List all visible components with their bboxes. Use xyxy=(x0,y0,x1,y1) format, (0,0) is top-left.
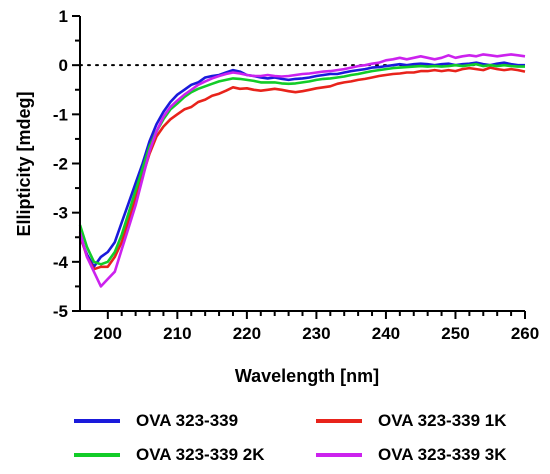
legend: OVA 323-339 OVA 323-339 1K OVA 323-339 2… xyxy=(0,398,550,474)
axes-layer: 1 0 -1 -2 -3 -4 -5 200 210 220 230 240 250 260 xyxy=(53,7,539,343)
y-tick-label: -3 xyxy=(53,204,68,223)
series-line-1 xyxy=(78,66,526,271)
legend-item-ova: OVA 323-339 xyxy=(74,409,238,433)
y-tick-label: -4 xyxy=(53,253,69,272)
legend-swatch-ova xyxy=(74,419,120,423)
legend-label-ova-2k: OVA 323-339 2K xyxy=(136,445,265,464)
y-tick-label: 0 xyxy=(59,56,68,75)
series-line-0 xyxy=(78,61,525,269)
legend-label-ova: OVA 323-339 xyxy=(136,411,239,430)
x-tick-label: 240 xyxy=(372,324,400,343)
y-tick-label: -1 xyxy=(53,105,68,124)
legend-item-ova-1k: OVA 323-339 1K xyxy=(316,409,507,433)
legend-item-ova-3k: OVA 323-339 3K xyxy=(316,443,507,467)
y-tick-label: -2 xyxy=(53,155,68,174)
x-axis-title: Wavelength [nm] xyxy=(235,366,379,386)
y-tick-label: -5 xyxy=(53,302,68,321)
legend-swatch-ova-2k xyxy=(74,453,120,457)
x-tick-label: 260 xyxy=(511,324,539,343)
y-tick-label: 1 xyxy=(59,7,68,26)
x-tick-label: 220 xyxy=(233,324,261,343)
legend-label-ova-3k: OVA 323-339 3K xyxy=(378,445,507,464)
y-axis-title: Ellipticity [mdeg] xyxy=(14,91,34,236)
legend-label-ova-1k: OVA 323-339 1K xyxy=(378,411,507,430)
x-tick-label: 200 xyxy=(94,324,122,343)
series-layer xyxy=(78,53,526,288)
x-tick-label: 210 xyxy=(163,324,191,343)
legend-item-ova-2k: OVA 323-339 2K xyxy=(74,443,265,467)
x-tick-label: 230 xyxy=(302,324,330,343)
legend-swatch-ova-3k xyxy=(316,453,362,457)
series-line-3 xyxy=(78,53,526,288)
x-tick-label: 250 xyxy=(441,324,469,343)
legend-swatch-ova-1k xyxy=(316,419,362,423)
